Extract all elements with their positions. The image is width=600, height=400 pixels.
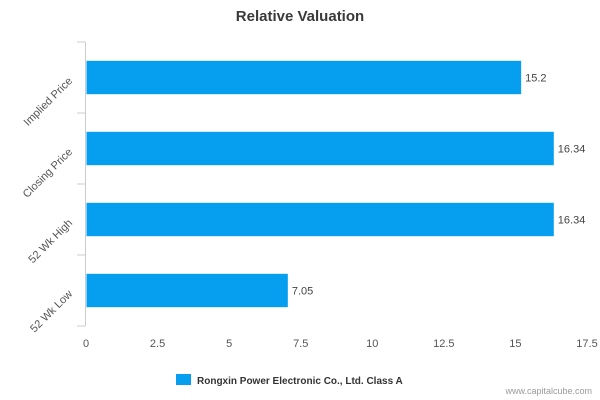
- bar-value-label: 15.2: [525, 73, 546, 85]
- legend-swatch: [176, 374, 191, 385]
- legend: Rongxin Power Electronic Co., Ltd. Class…: [176, 374, 403, 387]
- bar: [86, 131, 554, 166]
- chart-title: Relative Valuation: [236, 8, 364, 25]
- x-tick-label: 5: [226, 338, 232, 350]
- category-label: Implied Price: [22, 75, 75, 128]
- x-tick-label: 12.5: [433, 338, 454, 350]
- x-tick-label: 17.5: [576, 338, 597, 350]
- bar-value-label: 16.34: [558, 215, 586, 227]
- x-tick-label: 10: [366, 338, 378, 350]
- bar-value-label: 7.05: [292, 286, 313, 298]
- category-label: 52 Wk Low: [28, 288, 75, 335]
- bar: [86, 273, 288, 308]
- category-label: 52 Wk High: [26, 217, 75, 266]
- x-tick-label: 7.5: [293, 338, 308, 350]
- legend-label: Rongxin Power Electronic Co., Ltd. Class…: [197, 376, 403, 387]
- x-tick-label: 0: [83, 338, 89, 350]
- bar: [86, 202, 554, 237]
- x-tick-label: 2.5: [150, 338, 165, 350]
- watermark-text: www.capitalcube.com: [504, 386, 592, 396]
- bar: [86, 60, 522, 95]
- bar-value-label: 16.34: [558, 144, 586, 156]
- bars-layer: 15.2 16.34 16.34 7.05: [86, 60, 586, 308]
- x-tick-label: 15: [509, 338, 521, 350]
- category-label: Closing Price: [21, 146, 75, 200]
